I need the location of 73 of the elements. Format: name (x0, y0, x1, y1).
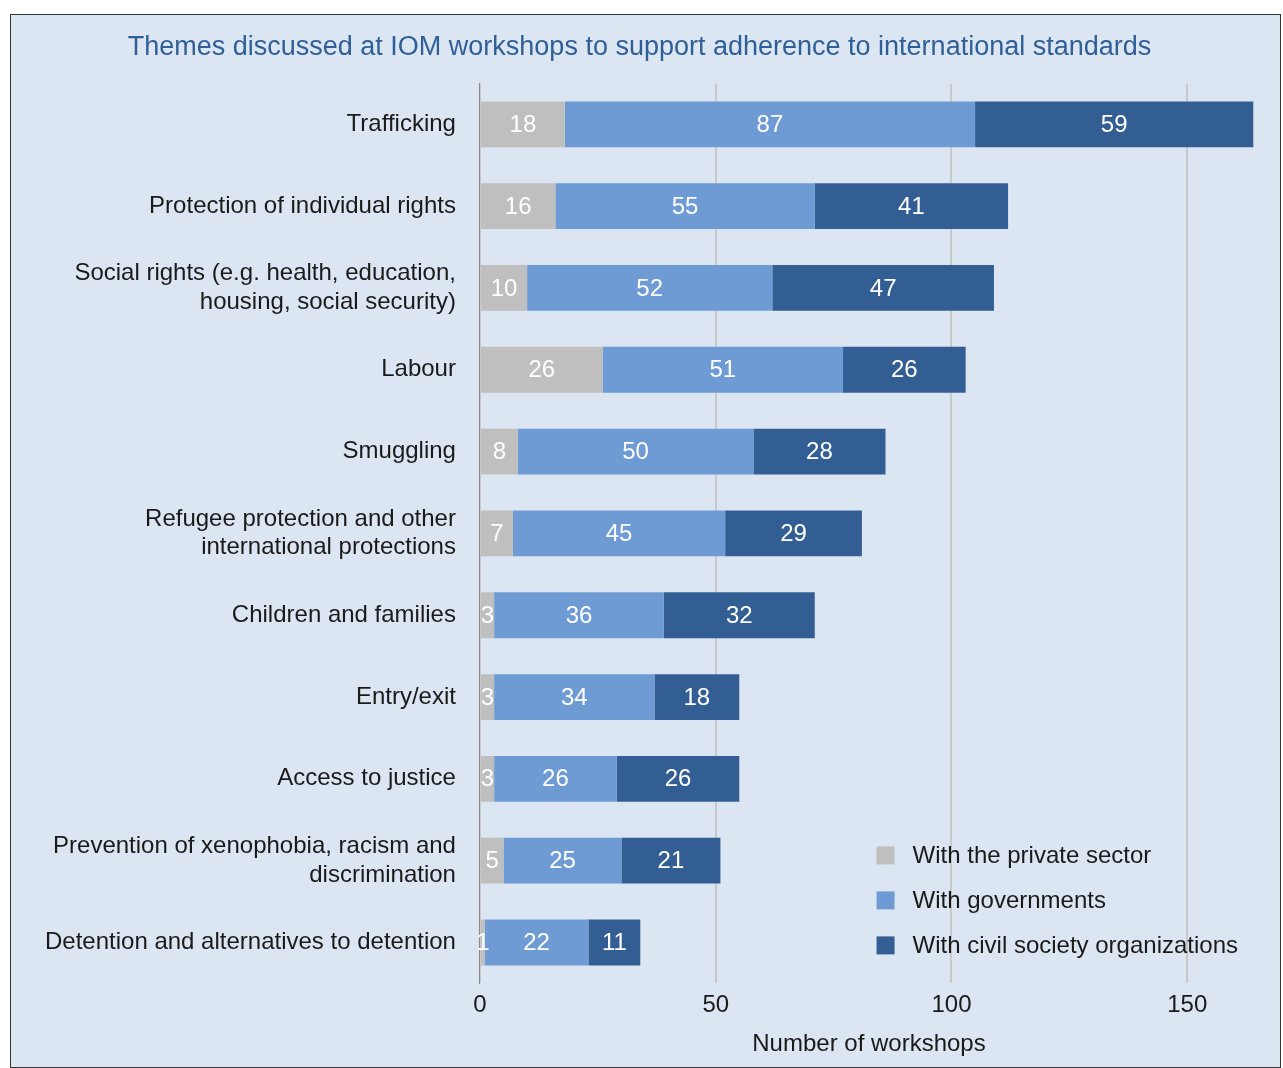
bar (494, 755, 617, 802)
chart-title: Themes discussed at IOM workshops to support adherence to international standards (127, 30, 1152, 61)
bar (843, 346, 966, 393)
data-label: 5 (485, 846, 499, 874)
bar (555, 183, 815, 230)
y-tick-label: Prevention of xenophobia, racism and discrimination (53, 830, 456, 887)
bar (517, 428, 754, 475)
data-label: 41 (898, 191, 925, 219)
data-label: 28 (806, 437, 833, 465)
x-axis-title: Number of workshops (752, 1029, 986, 1057)
data-label: 50 (622, 437, 649, 465)
bar (772, 265, 994, 311)
data-label: 18 (509, 109, 537, 137)
data-label: 26 (542, 764, 569, 792)
data-label: 21 (657, 846, 685, 874)
data-label: 3 (480, 600, 495, 628)
y-tick-label: Detention and alternatives to detention (45, 927, 456, 955)
data-label: 55 (671, 191, 699, 219)
x-tick-label: 0 (473, 990, 487, 1018)
data-label: 11 (601, 928, 627, 956)
data-label: 51 (709, 355, 737, 383)
bar (588, 919, 641, 966)
bar (602, 346, 844, 393)
bar (494, 592, 664, 639)
bar (616, 755, 740, 802)
y-tick-label: Smuggling (342, 436, 456, 464)
bar (564, 101, 976, 148)
x-tick-label: 50 (702, 990, 730, 1018)
bar (512, 510, 726, 557)
bar (503, 837, 622, 884)
bar (663, 592, 815, 639)
y-tick-label: Access to justice (277, 763, 456, 791)
y-tick-label: Children and families (231, 599, 456, 627)
x-tick-label: 100 (931, 990, 972, 1018)
data-label: 8 (492, 437, 506, 465)
bar (654, 674, 740, 720)
data-label: 45 (605, 519, 633, 547)
data-label: 16 (504, 191, 532, 219)
data-label: 59 (1100, 109, 1128, 137)
data-label: 34 (560, 682, 588, 710)
bar (725, 510, 862, 557)
data-label: 52 (636, 273, 664, 301)
bar (527, 265, 773, 311)
data-label: 18 (683, 682, 711, 710)
bar (494, 674, 655, 720)
data-label: 10 (490, 273, 518, 301)
y-tick-label: Labour (381, 354, 456, 382)
legend-label: With the private sector (912, 841, 1152, 869)
data-label: 7 (490, 519, 504, 547)
legend-label: With civil society organizations (912, 931, 1238, 959)
bar (753, 428, 886, 475)
legend-label: With governments (912, 886, 1106, 914)
bar (975, 101, 1254, 148)
data-label: 26 (890, 355, 918, 383)
data-label: 36 (565, 600, 593, 628)
data-label: 25 (549, 846, 576, 874)
y-tick-label: Protection of individual rights (149, 190, 456, 218)
data-label: 29 (780, 519, 807, 547)
data-label: 26 (664, 764, 692, 792)
data-label: 22 (523, 928, 550, 956)
y-tick-label: Entry/exit (355, 681, 457, 709)
y-tick-label: Social rights (e.g. health, education, housing, social security) (74, 258, 456, 314)
data-label: 3 (480, 682, 495, 710)
data-label: 47 (869, 273, 897, 301)
x-tick-label: 150 (1167, 990, 1208, 1018)
data-label: 26 (528, 355, 556, 383)
y-tick-label: Trafficking (346, 108, 456, 136)
y-tick-label: Refugee protection and other international protections (145, 503, 456, 560)
data-label: 32 (725, 600, 753, 628)
bar (621, 837, 721, 884)
data-label: 87 (756, 109, 784, 137)
data-label: 3 (480, 764, 495, 792)
bar (814, 183, 1009, 230)
